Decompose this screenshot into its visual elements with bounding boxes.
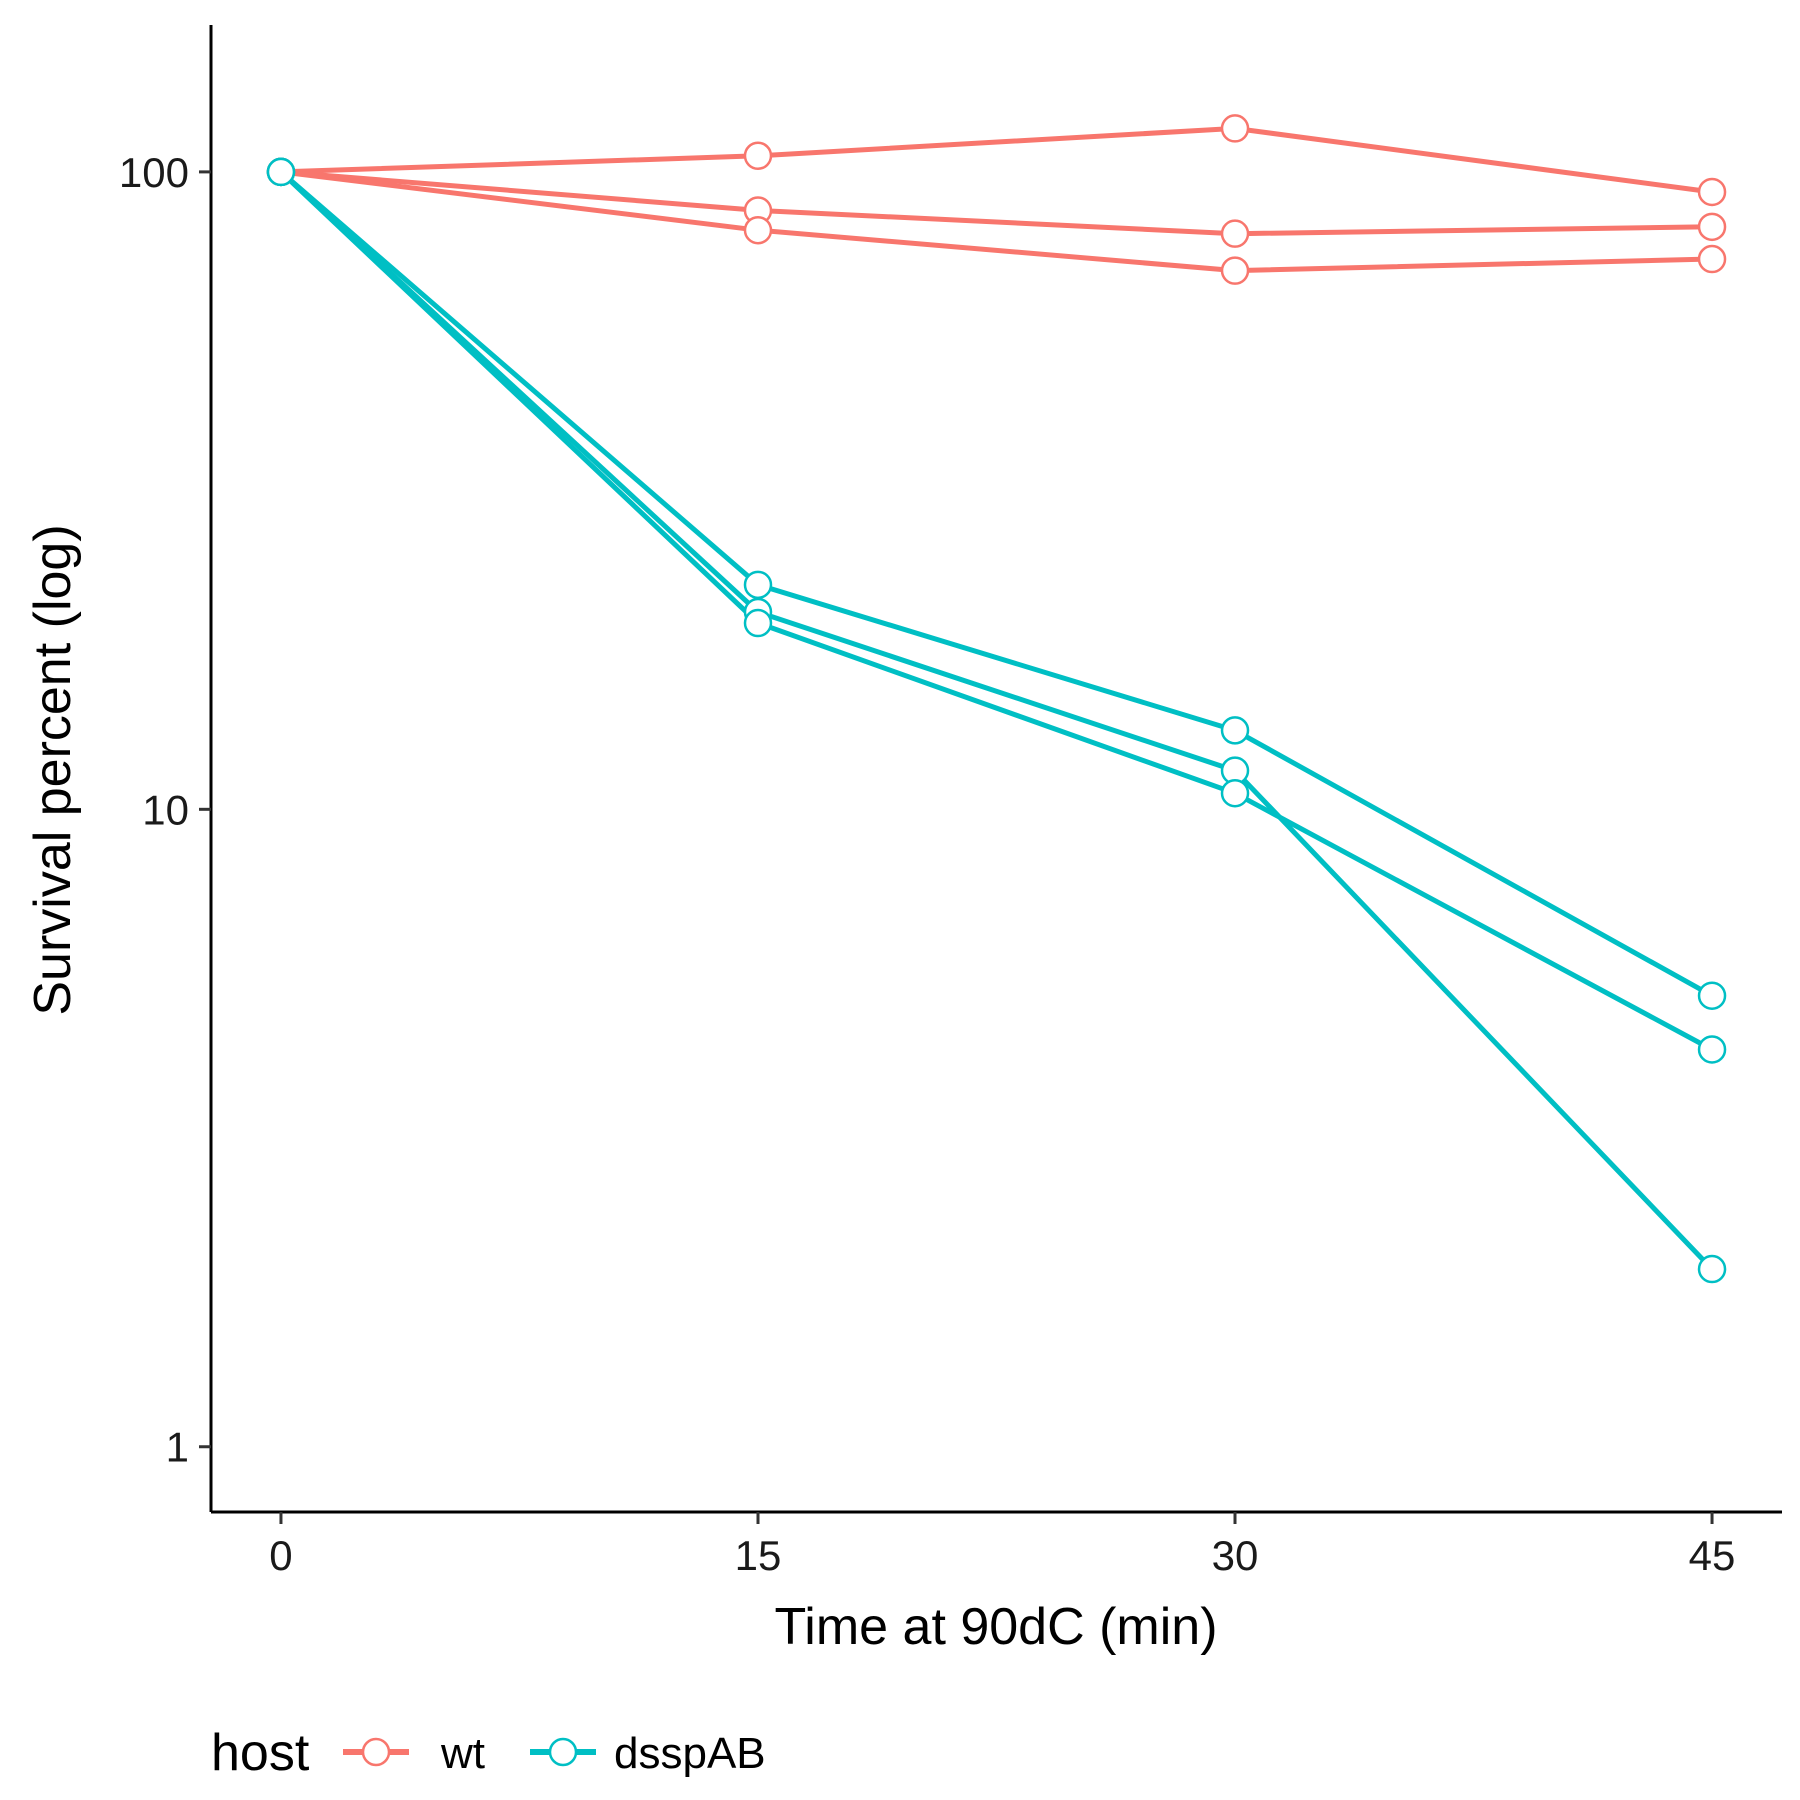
series-line-dsspAB	[279, 170, 1714, 998]
data-point-dsspAB	[743, 608, 773, 638]
data-point-wt	[1697, 244, 1727, 274]
series-line-dsspAB	[279, 170, 1714, 1052]
data-point-dsspAB	[1697, 1035, 1727, 1064]
data-point-wt	[1220, 114, 1250, 143]
series-line-wt	[280, 169, 1713, 237]
data-point-dsspAB	[1697, 981, 1727, 1010]
x-tick-label: 0	[269, 1532, 292, 1579]
y-tick-label: 10	[142, 786, 189, 833]
data-point-wt	[1220, 256, 1250, 285]
x-tick-label: 30	[1212, 1532, 1259, 1579]
legend-entries: wt dsspAB	[343, 1729, 766, 1778]
series-line-dsspAB	[279, 170, 1714, 1271]
y-axis-title: Survival percent (log)	[24, 524, 82, 1015]
legend-key-marker	[361, 1737, 391, 1767]
legend: host wt dsspAB	[211, 1724, 766, 1782]
data-point-wt	[1220, 219, 1250, 248]
series-line-wt	[280, 169, 1713, 274]
legend-title: host	[211, 1724, 310, 1782]
data-point-dsspAB	[266, 157, 296, 187]
data-point-wt	[1697, 177, 1727, 207]
series-line-wt	[280, 125, 1713, 195]
plot-lines	[279, 125, 1714, 1271]
data-point-dsspAB	[1697, 1254, 1727, 1284]
x-tick-label: 45	[1689, 1532, 1736, 1579]
y-tick-label: 1	[166, 1424, 189, 1471]
data-point-wt	[743, 141, 773, 171]
data-point-dsspAB	[1220, 778, 1250, 808]
data-point-dsspAB	[1220, 716, 1250, 745]
y-ticks: 1 10 100	[119, 149, 211, 1471]
legend-label: wt	[440, 1729, 485, 1778]
data-point-dsspAB	[743, 570, 773, 600]
plot-points	[266, 114, 1727, 1284]
y-tick-label: 100	[119, 149, 189, 196]
data-point-wt	[743, 215, 773, 245]
x-ticks: 0 15 30 45	[269, 1512, 1735, 1579]
x-axis-title: Time at 90dC (min)	[774, 1598, 1217, 1656]
x-tick-label: 15	[735, 1532, 782, 1579]
data-point-wt	[1697, 212, 1727, 242]
legend-label: dsspAB	[614, 1729, 766, 1778]
legend-key-marker	[548, 1737, 578, 1767]
